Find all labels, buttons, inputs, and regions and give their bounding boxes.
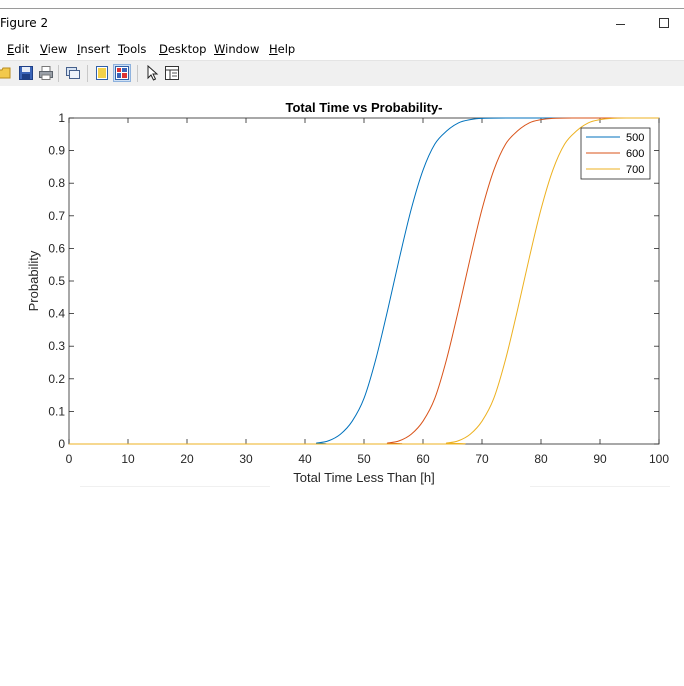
show-plot-tools-icon[interactable] <box>113 64 131 82</box>
divider <box>530 486 670 487</box>
y-axis-label: Probability <box>26 250 41 311</box>
x-tick-label: 60 <box>416 452 430 466</box>
line-chart[interactable]: 0 10 20 30 40 50 60 70 80 90 100 0 0.1 0.2 0.3 0.4 0.5 0.… <box>0 86 684 486</box>
x-axis-label: Total Time Less Than [h] <box>293 470 434 485</box>
y-tick-label: 0.2 <box>48 372 65 386</box>
figure-canvas: 0 10 20 30 40 50 60 70 80 90 100 0 0.1 0.2 0.3 0.4 0.5 0.… <box>0 86 684 486</box>
menu-window[interactable]: Window <box>214 42 260 56</box>
x-tick-label: 50 <box>357 452 371 466</box>
x-tick-label: 100 <box>649 452 669 466</box>
x-tick-label: 20 <box>180 452 194 466</box>
x-tick-label: 40 <box>298 452 312 466</box>
series-line-600 <box>68 117 659 445</box>
maximize-icon[interactable] <box>659 18 669 28</box>
chart-title: Total Time vs Probability- <box>286 100 443 115</box>
legend-label-600: 600 <box>626 148 644 160</box>
menu-help[interactable]: Help <box>269 42 296 56</box>
menu-view[interactable]: View <box>40 42 68 56</box>
series-line-500 <box>68 117 659 445</box>
menu-bar: Edit View Insert Tools Desktop Window He… <box>0 39 684 59</box>
legend-label-500: 500 <box>626 132 644 144</box>
y-tick-label: 0.5 <box>48 274 65 288</box>
y-tick-label: 0.4 <box>48 307 65 321</box>
y-tick-label: 0.9 <box>48 144 65 158</box>
link-icon[interactable] <box>65 65 81 81</box>
toolbar-separator <box>137 65 138 82</box>
menu-edit[interactable]: Edit <box>7 42 30 56</box>
series-line-700 <box>68 117 659 445</box>
print-icon[interactable] <box>38 65 54 81</box>
menu-desktop[interactable]: Desktop <box>159 42 207 56</box>
edit-plot-arrow-icon[interactable] <box>145 64 161 81</box>
y-tick-label: 0.1 <box>48 404 65 418</box>
window-title: Figure 2 <box>0 16 49 30</box>
y-tick-label: 0 <box>58 437 65 451</box>
y-tick-label: 0.3 <box>48 339 65 353</box>
toolbar <box>0 60 684 87</box>
x-tick-label: 90 <box>593 452 607 466</box>
x-tick-label: 70 <box>475 452 489 466</box>
menu-tools[interactable]: Tools <box>118 42 147 56</box>
menu-insert[interactable]: Insert <box>77 42 110 56</box>
window-top-border <box>0 8 684 9</box>
open-file-icon[interactable] <box>0 65 12 81</box>
x-tick-label: 30 <box>239 452 253 466</box>
legend-label-700: 700 <box>626 164 644 176</box>
x-tick-label: 0 <box>66 452 73 466</box>
minimize-icon[interactable] <box>612 15 630 29</box>
title-bar: Figure 2 <box>0 9 684 37</box>
y-tick-label: 0.6 <box>48 241 65 255</box>
property-editor-icon[interactable] <box>164 65 180 81</box>
toolbar-separator <box>87 65 88 82</box>
divider <box>80 486 270 487</box>
x-tick-label: 80 <box>534 452 548 466</box>
y-tick-label: 0.8 <box>48 176 65 190</box>
save-icon[interactable] <box>18 65 34 81</box>
hide-plot-tools-icon[interactable] <box>94 65 110 81</box>
plot-area <box>68 117 660 445</box>
toolbar-separator <box>58 65 59 82</box>
x-tick-label: 10 <box>121 452 135 466</box>
y-tick-label: 1 <box>58 111 65 125</box>
y-tick-label: 0.7 <box>48 209 65 223</box>
